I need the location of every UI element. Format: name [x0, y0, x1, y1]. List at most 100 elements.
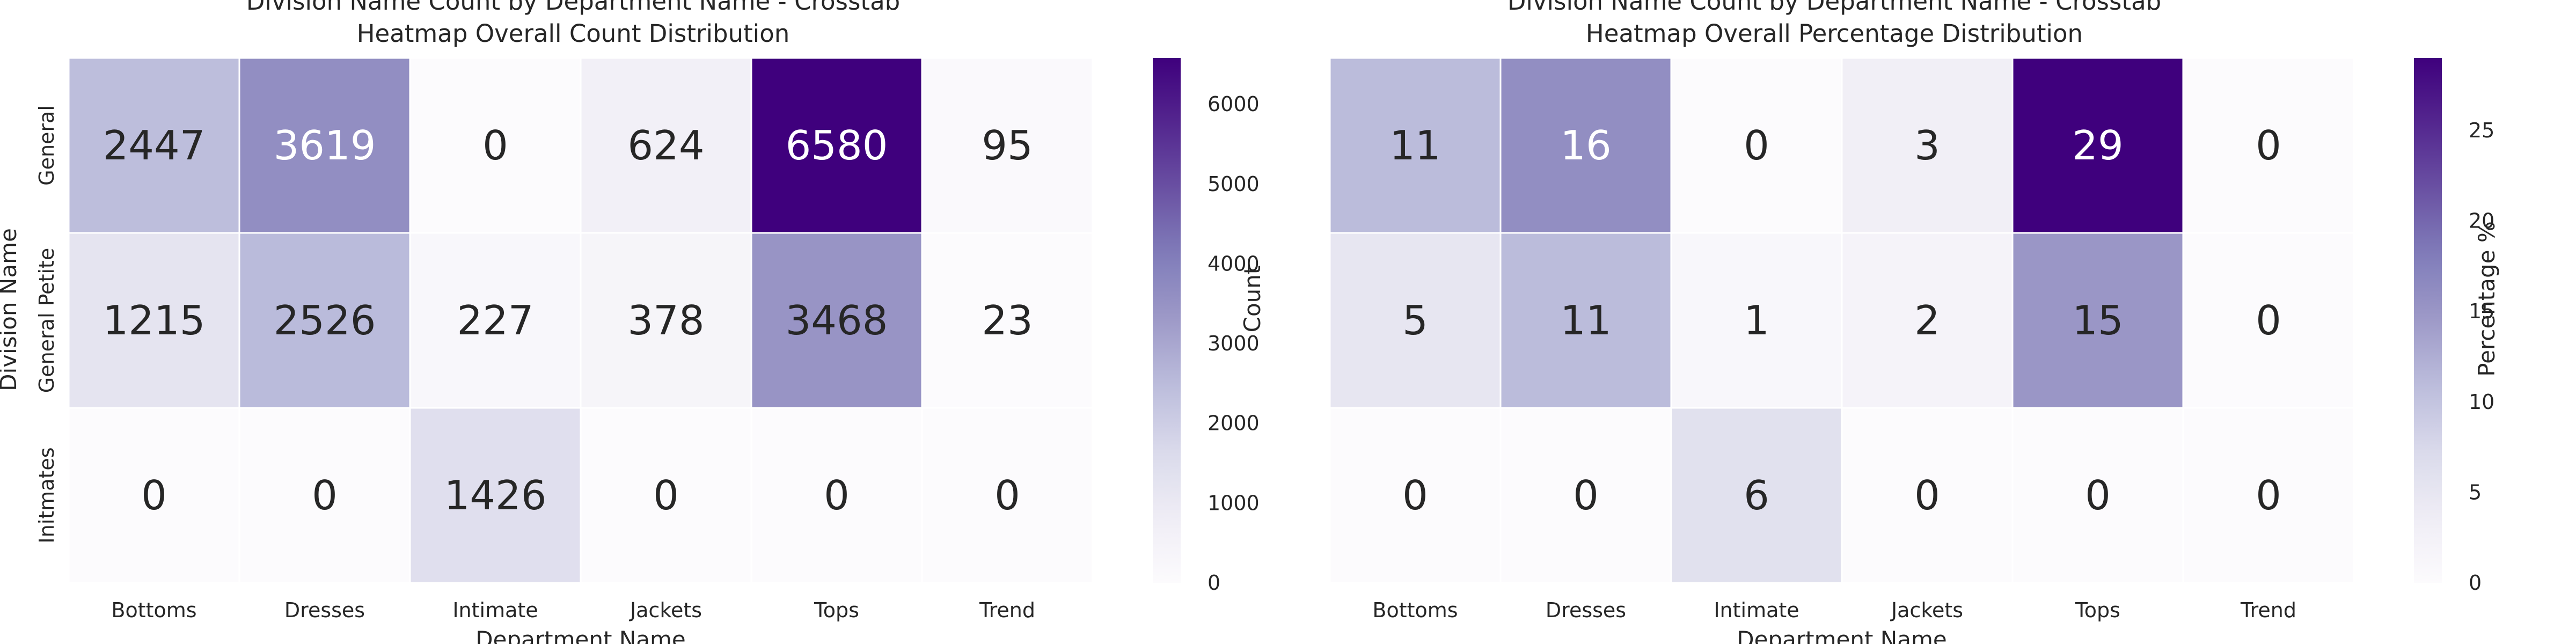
heatmap-cell-r1-c3	[409, 57, 582, 234]
chart-subtitle: Heatmap Overall Count Distribution	[357, 19, 790, 48]
heatmap-cell-r2-c2	[1499, 232, 1672, 409]
cell-value-label-r2-c2: 11	[1560, 297, 1611, 344]
colorbar-tick-label-3: 2000	[1208, 412, 1260, 435]
heatmap-cell-r3-c6	[2182, 407, 2355, 584]
cell-value-label-r1-c1: 11	[1389, 122, 1440, 169]
colorbar-label: Percentage %	[2473, 221, 2500, 377]
heatmap-cell-r1-c4	[580, 57, 752, 234]
heatmap-cell-r2-c3	[1670, 232, 1843, 409]
heatmap-cell-r3-c3	[1670, 407, 1843, 584]
cell-value-label-r2-c1: 1215	[103, 297, 206, 344]
cell-value-label-r3-c6: 0	[2256, 472, 2281, 519]
x-tick-label-4: Jackets	[629, 598, 702, 622]
colorbar-tick-label-6: 25	[2469, 119, 2494, 142]
cell-value-label-r2-c5: 3468	[786, 297, 888, 344]
heatmap-cell-r2-c1	[1329, 232, 1502, 409]
heatmap-cell-r1-c5	[2011, 57, 2184, 234]
chart-subtitle: Heatmap Overall Percentage Distribution	[1586, 19, 2083, 48]
heatmap-cell-r3-c3	[409, 407, 582, 584]
heatmap-cell-r3-c5	[750, 407, 923, 584]
cell-value-label-r2-c4: 378	[627, 297, 704, 344]
colorbar-tick-label-5: 4000	[1208, 252, 1260, 275]
cell-value-label-r1-c2: 16	[1560, 122, 1611, 169]
cell-value-label-r3-c1: 0	[1402, 472, 1428, 519]
cell-value-label-r3-c3: 1426	[444, 472, 547, 519]
cell-value-label-r1-c5: 6580	[786, 122, 888, 169]
x-tick-label-2: Dresses	[284, 598, 365, 622]
cell-value-label-r1-c6: 0	[2256, 122, 2281, 169]
cell-value-label-r3-c2: 0	[312, 472, 338, 519]
cell-value-label-r1-c2: 3619	[274, 122, 376, 169]
y-tick-label-3: Initmates	[35, 447, 58, 543]
heatmap-cell-r3-c6	[921, 407, 1094, 584]
heatmap-cell-r1-c6	[2182, 57, 2355, 234]
heatmap-cell-r2-c2	[238, 232, 411, 409]
y-tick-label-2: General Petite	[35, 248, 58, 393]
heatmap-cell-r3-c1	[1329, 407, 1502, 584]
x-tick-label-3: Intimate	[452, 598, 538, 622]
x-axis-label: Department Name	[475, 626, 685, 644]
cell-value-label-r1-c3: 0	[482, 122, 508, 169]
cell-value-label-r1-c4: 3	[1914, 122, 1940, 169]
heatmap-cell-r3-c5	[2011, 407, 2184, 584]
x-tick-label-6: Trend	[979, 598, 1035, 622]
heatmap-cell-r3-c2	[238, 407, 411, 584]
cell-value-label-r2-c1: 5	[1402, 297, 1428, 344]
heatmap-panel-2: Division Name Count by Department Name -…	[1329, 0, 2500, 644]
x-tick-label-4: Jackets	[1890, 598, 1963, 622]
x-tick-label-1: Bottoms	[1372, 598, 1458, 622]
x-tick-label-1: Bottoms	[111, 598, 196, 622]
y-tick-label-1: General	[35, 105, 58, 186]
cell-value-label-r2-c4: 2	[1914, 297, 1940, 344]
heatmap-cell-r1-c2	[238, 57, 411, 234]
colorbar-label: Count	[1239, 266, 1265, 333]
cell-value-label-r3-c6: 0	[994, 472, 1020, 519]
chart-title: Division Name Count by Department Name -…	[246, 0, 900, 16]
x-axis-label: Department Name	[1737, 626, 1946, 644]
cell-value-label-r3-c5: 0	[824, 472, 850, 519]
cell-value-label-r1-c4: 624	[627, 122, 704, 169]
colorbar-tick-label-3: 10	[2469, 390, 2494, 414]
cell-value-label-r2-c2: 2526	[274, 297, 376, 344]
cell-value-label-r3-c4: 0	[653, 472, 679, 519]
heatmap-cell-r3-c2	[1499, 407, 1672, 584]
colorbar-tick-label-2: 1000	[1208, 491, 1260, 515]
colorbar-tick-label-1: 0	[1208, 571, 1220, 595]
cell-value-label-r3-c3: 6	[1744, 472, 1769, 519]
colorbar	[1153, 58, 1181, 583]
heatmap-cell-r1-c2	[1499, 57, 1672, 234]
colorbar-tick-label-2: 5	[2469, 480, 2482, 504]
colorbar-tick-label-5: 20	[2469, 209, 2494, 233]
heatmap-cell-r3-c4	[1841, 407, 2014, 584]
cell-value-label-r1-c3: 0	[1744, 122, 1769, 169]
heatmap-cell-r3-c4	[580, 407, 752, 584]
colorbar-tick-label-7: 6000	[1208, 92, 1260, 116]
colorbar-tick-label-4: 3000	[1208, 332, 1260, 355]
cell-value-label-r1-c6: 95	[982, 122, 1033, 169]
x-tick-label-3: Intimate	[1714, 598, 1799, 622]
heatmap-cell-r2-c4	[1841, 232, 2014, 409]
cell-value-label-r3-c4: 0	[1914, 472, 1940, 519]
heatmap-cell-r1-c1	[68, 57, 240, 234]
cell-value-label-r3-c1: 0	[141, 472, 167, 519]
cell-value-label-r3-c5: 0	[2085, 472, 2111, 519]
heatmap-cell-r2-c6	[921, 232, 1094, 409]
cell-value-label-r2-c3: 227	[457, 297, 533, 344]
heatmap-cell-r2-c4	[580, 232, 752, 409]
heatmap-cell-r2-c1	[68, 232, 240, 409]
cell-value-label-r1-c1: 2447	[103, 122, 206, 169]
heatmap-cell-r2-c3	[409, 232, 582, 409]
x-tick-label-5: Tops	[814, 598, 859, 622]
x-tick-label-6: Trend	[2240, 598, 2296, 622]
cell-value-label-r2-c3: 1	[1744, 297, 1769, 344]
x-tick-label-2: Dresses	[1546, 598, 1626, 622]
colorbar-tick-label-1: 0	[2469, 571, 2482, 595]
heatmap-panel-1: Division Name Count by Department Name -…	[0, 0, 1265, 644]
cell-value-label-r2-c6: 23	[982, 297, 1033, 344]
cell-value-label-r2-c5: 15	[2072, 297, 2123, 344]
cell-value-label-r3-c2: 0	[1573, 472, 1599, 519]
cell-value-label-r2-c6: 0	[2256, 297, 2281, 344]
chart-title: Division Name Count by Department Name -…	[1507, 0, 2161, 16]
colorbar-tick-label-4: 15	[2469, 299, 2494, 323]
x-tick-label-5: Tops	[2075, 598, 2120, 622]
